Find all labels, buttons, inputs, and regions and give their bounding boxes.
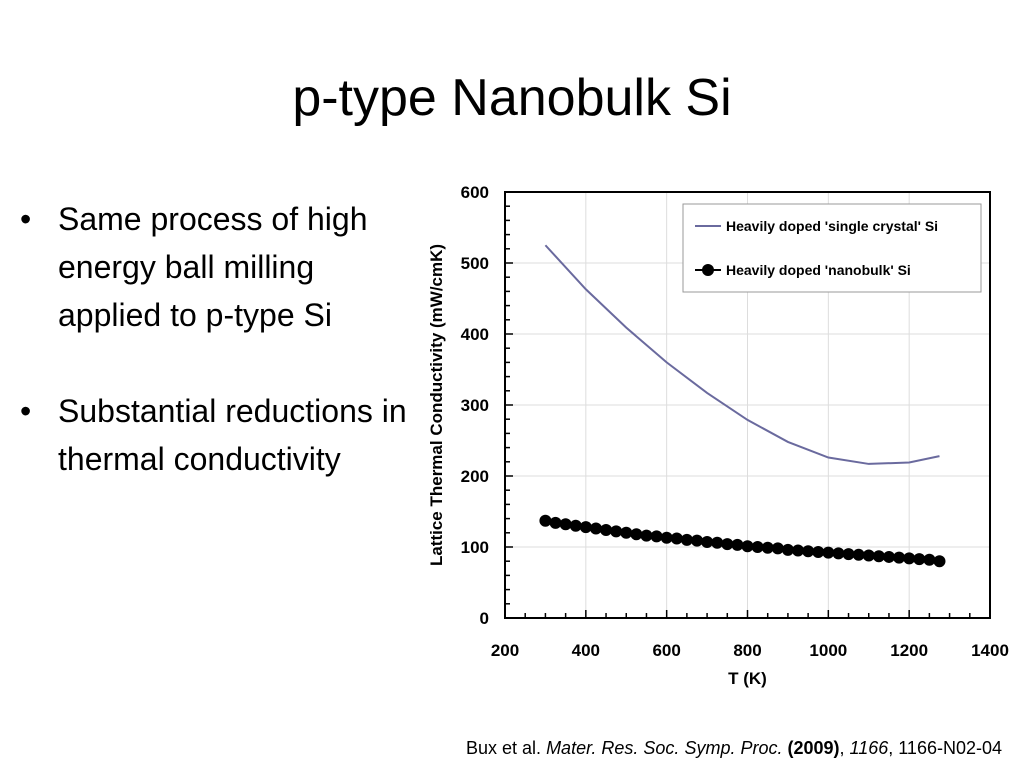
data-point xyxy=(690,534,703,547)
data-point xyxy=(761,541,774,554)
data-point xyxy=(670,532,683,545)
legend-marker xyxy=(702,264,714,276)
data-point xyxy=(630,528,643,541)
y-tick-label: 0 xyxy=(480,609,489,628)
data-point xyxy=(882,550,895,563)
chart-container: 200 400 600 800 1000 1200 1400 0 100 200 300 400 500… xyxy=(420,175,1020,695)
data-point xyxy=(802,545,815,558)
data-point xyxy=(711,536,724,549)
bullet-list: • Same process of high energy ball milli… xyxy=(18,195,418,531)
data-point xyxy=(812,545,825,558)
legend-label: Heavily doped 'nanobulk' Si xyxy=(726,262,911,278)
data-point xyxy=(771,542,784,555)
data-point xyxy=(680,533,693,546)
data-point xyxy=(842,548,855,561)
y-tick-label: 200 xyxy=(461,467,489,486)
data-point xyxy=(620,526,633,539)
data-point xyxy=(933,555,946,568)
data-point xyxy=(741,540,754,553)
x-tick-label: 800 xyxy=(733,641,761,660)
data-point xyxy=(852,548,865,561)
bullet-item: • Substantial reductions in thermal cond… xyxy=(18,387,418,483)
data-point xyxy=(589,522,602,535)
legend-label: Heavily doped 'single crystal' Si xyxy=(726,218,938,234)
data-point xyxy=(923,553,936,566)
citation-year: (2009) xyxy=(787,738,840,758)
line-chart: 200 400 600 800 1000 1200 1400 0 100 200 300 400 500… xyxy=(427,183,1009,688)
data-point xyxy=(610,525,623,538)
citation-journal: Mater. Res. Soc. Symp. Proc. xyxy=(546,738,783,758)
x-axis-title: T (K) xyxy=(728,669,767,688)
y-tick-label: 500 xyxy=(461,254,489,273)
legend-box xyxy=(682,203,982,293)
slide-title: p-type Nanobulk Si xyxy=(292,69,732,127)
data-point xyxy=(731,538,744,551)
y-tick-label: 300 xyxy=(461,396,489,415)
series-line xyxy=(544,244,940,465)
data-point xyxy=(650,530,663,543)
data-point xyxy=(751,541,764,553)
data-point xyxy=(549,516,562,529)
y-tick-label: 100 xyxy=(461,538,489,557)
data-point xyxy=(569,519,582,532)
data-point xyxy=(862,549,875,562)
y-tick-label: 400 xyxy=(461,325,489,344)
citation-volume: 1166 xyxy=(849,738,889,758)
data-point xyxy=(660,531,673,544)
data-point xyxy=(872,550,885,563)
bullet-symbol: • xyxy=(20,201,32,237)
data-point xyxy=(822,546,835,559)
y-tick-label: 600 xyxy=(461,183,489,202)
data-point xyxy=(893,551,906,564)
bullet-text: Substantial reductions in thermal conduc… xyxy=(58,393,407,477)
data-point xyxy=(832,547,845,560)
chart-axes: 200 400 600 800 1000 1200 1400 0 100 200 300 400 500… xyxy=(461,183,1009,660)
chart-series xyxy=(539,244,946,568)
x-tick-label: 200 xyxy=(491,641,519,660)
x-tick-label: 400 xyxy=(572,641,600,660)
data-point xyxy=(600,523,613,536)
x-tick-label: 1400 xyxy=(971,641,1009,660)
data-point xyxy=(721,538,734,551)
bullet-text: Same process of high energy ball milling… xyxy=(58,201,368,333)
citation: Bux et al. Mater. Res. Soc. Symp. Proc. … xyxy=(466,738,1002,759)
data-point xyxy=(579,521,592,534)
data-point xyxy=(640,529,653,542)
data-point xyxy=(539,514,552,527)
citation-authors: Bux et al. xyxy=(466,738,542,758)
citation-pages: , 1166-N02-04 xyxy=(888,738,1002,758)
citation-separator: , xyxy=(839,738,850,758)
bullet-item: • Same process of high energy ball milli… xyxy=(18,195,418,339)
data-point xyxy=(913,553,926,566)
data-point xyxy=(903,552,916,565)
bullet-symbol: • xyxy=(20,393,32,429)
data-point xyxy=(792,544,805,557)
data-point xyxy=(701,536,714,549)
x-tick-label: 1000 xyxy=(809,641,847,660)
y-axis-title: Lattice Thermal Conductivity (mW/cmK) xyxy=(427,244,446,566)
data-point xyxy=(559,518,572,531)
data-point xyxy=(781,543,794,556)
chart-legend: Heavily doped 'single crystal' Si Heavily… xyxy=(682,203,982,293)
x-tick-label: 600 xyxy=(652,641,680,660)
x-tick-label: 1200 xyxy=(890,641,928,660)
